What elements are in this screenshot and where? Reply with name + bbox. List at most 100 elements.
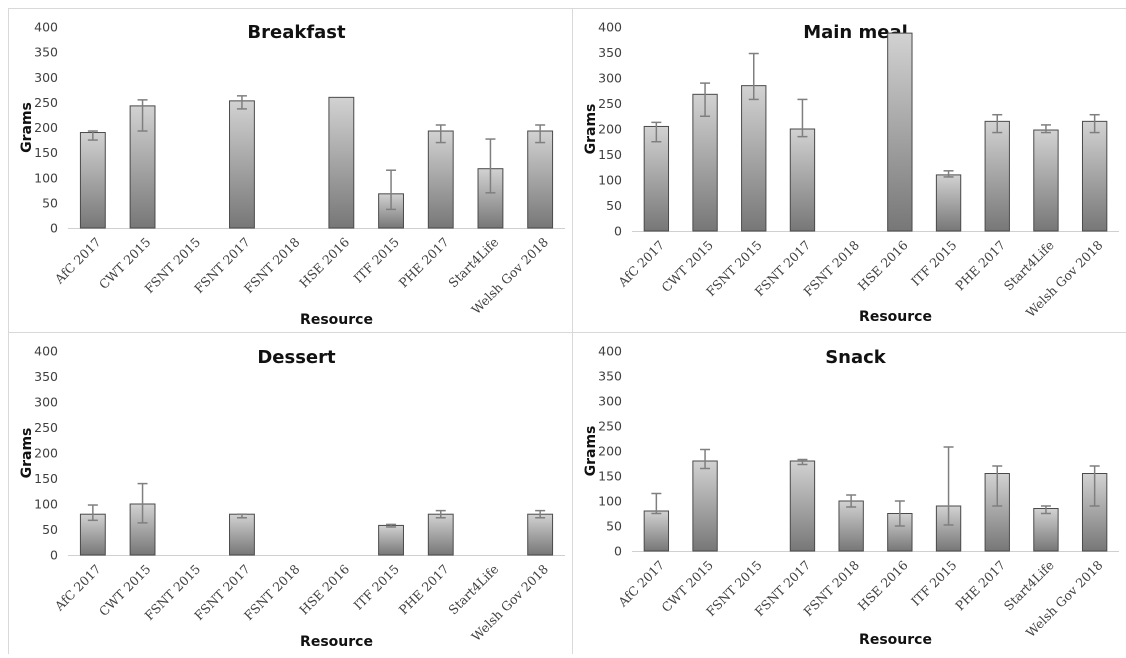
snack-y-tick-150: 150 (598, 469, 622, 484)
breakfast-error-bar-phe-2017 (435, 124, 446, 144)
breakfast-x-tick-afc-2017: AfC 2017 (51, 234, 104, 287)
dessert-y-axis-label: Grams (19, 428, 35, 479)
main-meal-y-tick-250: 250 (598, 96, 622, 111)
breakfast-bar-fsnt-2017 (229, 100, 255, 229)
breakfast-x-tick-hse-2016: HSE 2016 (296, 234, 352, 290)
main-meal-bar-afc-2017 (643, 125, 670, 232)
breakfast-y-tick-300: 300 (34, 70, 58, 85)
breakfast-x-tick-phe-2017: PHE 2017 (396, 234, 452, 290)
panel-divider-horizontal (8, 332, 1126, 333)
dessert-y-tick-0: 0 (50, 548, 58, 563)
snack-error-bar-phe-2017 (992, 465, 1003, 507)
snack-x-tick-phe-2017: PHE 2017 (952, 557, 1008, 613)
snack-x-tick-hse-2016: HSE 2016 (855, 557, 911, 613)
main-meal-bar-fsnt-2015 (741, 85, 767, 232)
breakfast-bar-phe-2017 (427, 130, 454, 229)
panel-divider-vertical (572, 8, 573, 654)
dessert-bar-itf-2015 (378, 524, 404, 556)
main-meal-error-bar-afc-2017 (651, 121, 662, 143)
main-meal-bar-itf-2015 (935, 174, 962, 232)
snack-error-bar-welsh-gov-2018 (1089, 465, 1100, 507)
main-meal-chart: Main meal050100150200250300350400GramsAf… (583, 20, 1119, 325)
breakfast-y-tick-50: 50 (42, 195, 58, 210)
main-meal-y-tick-300: 300 (598, 71, 622, 86)
frame-top (8, 8, 1126, 9)
snack-y-tick-100: 100 (598, 494, 622, 509)
frame-left (8, 8, 9, 654)
dessert-x-axis-label: Resource (300, 634, 373, 650)
dessert-y-tick-300: 300 (34, 395, 58, 410)
dessert-bar-phe-2017 (427, 513, 454, 556)
snack-y-tick-50: 50 (606, 519, 622, 534)
snack-bar-afc-2017 (643, 510, 670, 552)
main-meal-bar-phe-2017 (984, 120, 1010, 232)
dessert-error-bar-welsh-gov-2018 (535, 509, 546, 519)
snack-y-axis-label: Grams (583, 426, 599, 477)
breakfast-bar-hse-2016 (328, 96, 355, 229)
breakfast-x-tick-itf-2015: ITF 2015 (351, 234, 402, 285)
main-meal-error-bar-fsnt-2017 (797, 98, 808, 138)
main-meal-y-tick-0: 0 (614, 224, 622, 239)
breakfast-error-bar-welsh-gov-2018 (535, 124, 546, 144)
snack-error-bar-cwt-2015 (700, 448, 711, 470)
snack-y-tick-300: 300 (598, 394, 622, 409)
breakfast-bar-welsh-gov-2018 (527, 130, 554, 229)
snack-bar-start4life (1033, 508, 1059, 552)
main-meal-bar-fsnt-2017 (789, 128, 816, 232)
dessert-y-tick-350: 350 (34, 369, 58, 384)
breakfast-error-bar-cwt-2015 (137, 99, 148, 132)
dessert-x-tick-afc-2017: AfC 2017 (51, 561, 104, 614)
main-meal-y-axis-label: Grams (583, 104, 599, 155)
breakfast-y-tick-100: 100 (34, 170, 58, 185)
snack-title: Snack (825, 347, 887, 368)
breakfast-y-tick-400: 400 (34, 20, 58, 35)
breakfast-error-bar-itf-2015 (386, 169, 397, 211)
breakfast-y-tick-150: 150 (34, 145, 58, 160)
main-meal-error-bar-fsnt-2015 (748, 52, 759, 101)
dessert-x-tick-itf-2015: ITF 2015 (351, 561, 402, 612)
dessert-y-tick-200: 200 (34, 446, 58, 461)
main-meal-title: Main meal (803, 22, 908, 43)
breakfast-y-tick-350: 350 (34, 45, 58, 60)
dessert-y-tick-400: 400 (34, 344, 58, 359)
breakfast-y-tick-250: 250 (34, 95, 58, 110)
main-meal-error-bar-itf-2015 (943, 170, 954, 178)
main-meal-y-tick-150: 150 (598, 147, 622, 162)
snack-bar-cwt-2015 (692, 460, 718, 552)
snack-bar-fsnt-2017 (789, 460, 816, 552)
dessert-y-tick-250: 250 (34, 420, 58, 435)
dessert-chart: Dessert 0 50 100 150 200 250 300 350 400 Grams AfC … (19, 344, 565, 650)
main-meal-error-bar-phe-2017 (992, 113, 1003, 134)
dessert-title: Dessert (257, 347, 336, 368)
main-meal-error-bar-welsh-gov-2018 (1089, 113, 1100, 134)
snack-y-tick-350: 350 (598, 369, 622, 384)
snack-y-tick-200: 200 (598, 444, 622, 459)
dessert-error-bar-fsnt-2017 (236, 513, 247, 519)
snack-bar-fsnt-2018 (838, 500, 864, 552)
dessert-y-tick-50: 50 (42, 522, 58, 537)
chart-panel-dessert: Dessert 0 50 100 150 200 250 300 350 400 Grams AfC … (10, 334, 570, 654)
breakfast-bar-afc-2017 (79, 132, 106, 229)
breakfast-y-tick-0: 0 (50, 221, 58, 236)
main-meal-y-tick-50: 50 (606, 198, 622, 213)
dessert-y-tick-150: 150 (34, 471, 58, 486)
main-meal-bar-start4life (1033, 129, 1059, 232)
breakfast-y-axis-label: Grams (19, 102, 35, 153)
main-meal-x-tick-phe-2017: PHE 2017 (952, 237, 1008, 293)
breakfast-error-bar-start4life (485, 138, 496, 194)
breakfast-error-bar-afc-2017 (87, 130, 98, 141)
breakfast-x-axis-label: Resource (300, 312, 373, 328)
breakfast-title: Breakfast (247, 22, 346, 43)
dessert-bar-fsnt-2017 (229, 513, 255, 556)
breakfast-error-bar-fsnt-2017 (236, 95, 247, 110)
main-meal-bar-hse-2016 (887, 32, 913, 232)
main-meal-error-bar-start4life (1040, 124, 1051, 134)
snack-x-tick-itf-2015: ITF 2015 (908, 557, 959, 608)
chart-panel-main-meal: Main meal 0 50 100 150 200 250 300 350 400 Grams Af… (574, 10, 1126, 330)
dessert-x-tick-phe-2017: PHE 2017 (396, 561, 452, 617)
main-meal-x-tick-itf-2015: ITF 2015 (908, 237, 959, 288)
snack-y-tick-400: 400 (598, 344, 622, 359)
main-meal-bar-cwt-2015 (692, 93, 718, 232)
snack-error-bar-fsnt-2018 (846, 494, 857, 508)
